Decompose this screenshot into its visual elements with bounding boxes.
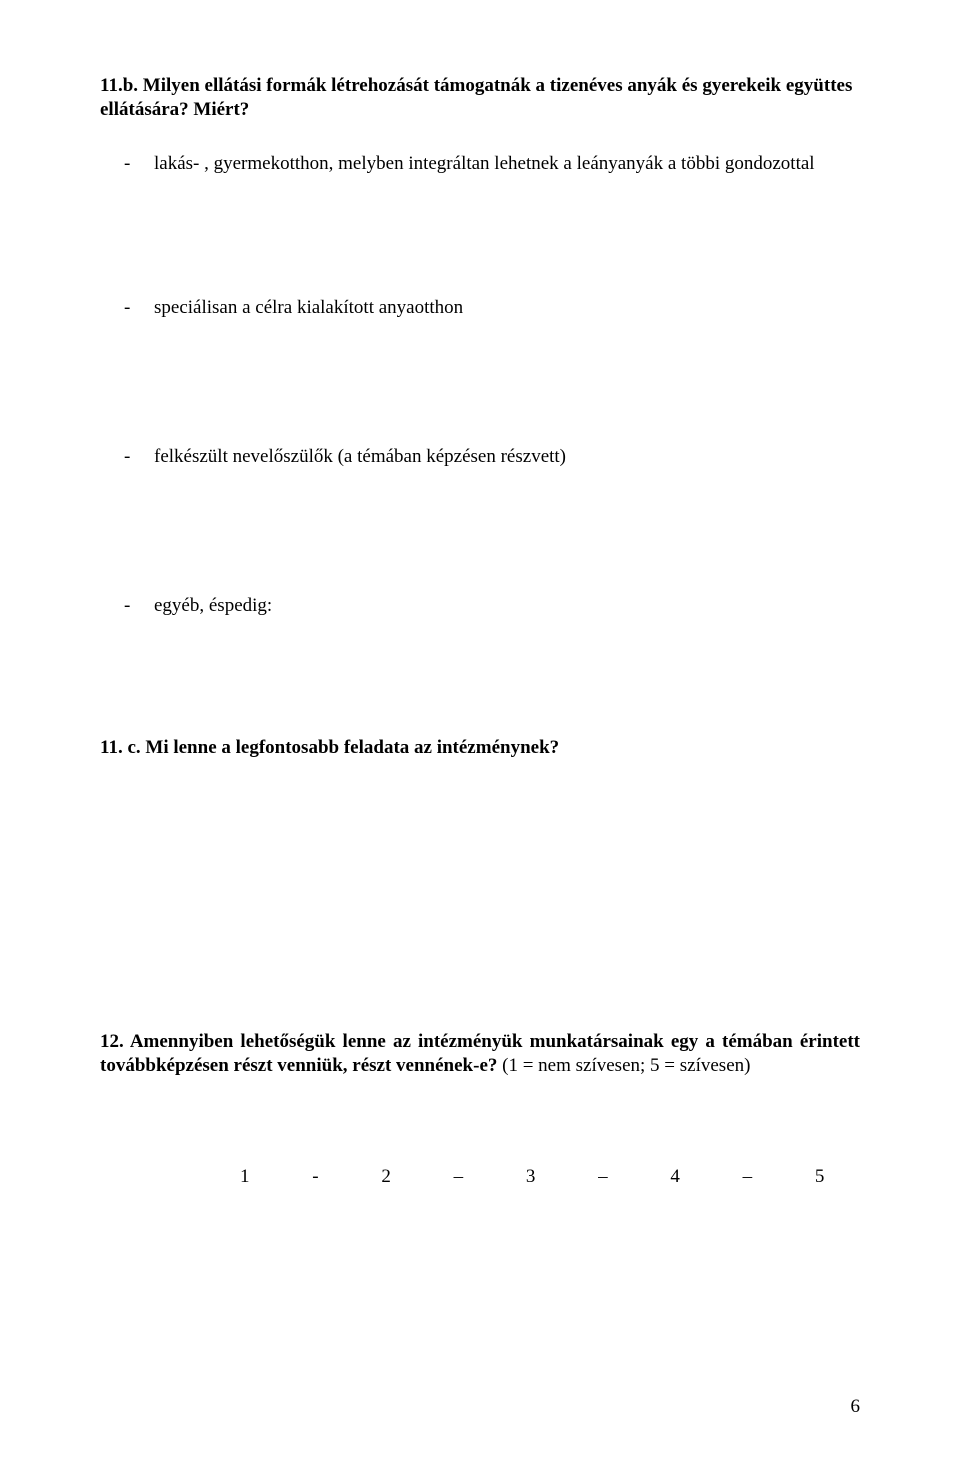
spacer xyxy=(100,760,860,1030)
spacer xyxy=(100,618,860,736)
question-11b-options: felkészült nevelőszülők (a témában képzé… xyxy=(124,445,860,470)
question-12: 12. Amennyiben lehetőségük lenne az inté… xyxy=(100,1030,860,1078)
scale-value: 1 xyxy=(240,1166,252,1188)
list-item: lakás- , gyermekotthon, melyben integrál… xyxy=(124,152,860,177)
scale-separator: – xyxy=(454,1166,466,1188)
question-11b-heading: 11.b. Milyen ellátási formák létrehozásá… xyxy=(100,74,860,122)
scale-value: 2 xyxy=(381,1166,393,1188)
spacer xyxy=(100,176,860,296)
list-item: speciálisan a célra kialakított anyaotth… xyxy=(124,296,860,321)
scale-value: 4 xyxy=(670,1166,682,1188)
spacer xyxy=(100,470,860,594)
page-number: 6 xyxy=(851,1396,861,1418)
question-11b-text: 11.b. Milyen ellátási formák létrehozásá… xyxy=(100,75,852,120)
question-12-normal: (1 = nem szívesen; 5 = szívesen) xyxy=(497,1055,750,1076)
list-item-text: egyéb, éspedig: xyxy=(154,595,272,616)
question-11b-options: lakás- , gyermekotthon, melyben integrál… xyxy=(124,152,860,177)
scale-row: 1 - 2 – 3 – 4 – 5 xyxy=(100,1166,860,1188)
list-item-text: felkészült nevelőszülők (a témában képzé… xyxy=(154,446,566,467)
scale-value: 3 xyxy=(526,1166,538,1188)
question-11b-options: speciálisan a célra kialakított anyaotth… xyxy=(124,296,860,321)
scale-separator: - xyxy=(312,1166,320,1188)
question-11c-heading: 11. c. Mi lenne a legfontosabb feladata … xyxy=(100,736,860,760)
list-item: egyéb, éspedig: xyxy=(124,594,860,619)
scale-value: 5 xyxy=(815,1166,827,1188)
list-item: felkészült nevelőszülők (a témában képzé… xyxy=(124,445,860,470)
list-item-text: lakás- , gyermekotthon, melyben integrál… xyxy=(154,153,815,174)
list-item-text: speciálisan a célra kialakított anyaotth… xyxy=(154,297,463,318)
spacer xyxy=(100,321,860,445)
question-11b-options: egyéb, éspedig: xyxy=(124,594,860,619)
scale-separator: – xyxy=(598,1166,610,1188)
document-page: 11.b. Milyen ellátási formák létrehozásá… xyxy=(0,0,960,1478)
scale-separator: – xyxy=(743,1166,755,1188)
question-11c-text: 11. c. Mi lenne a legfontosabb feladata … xyxy=(100,737,559,758)
